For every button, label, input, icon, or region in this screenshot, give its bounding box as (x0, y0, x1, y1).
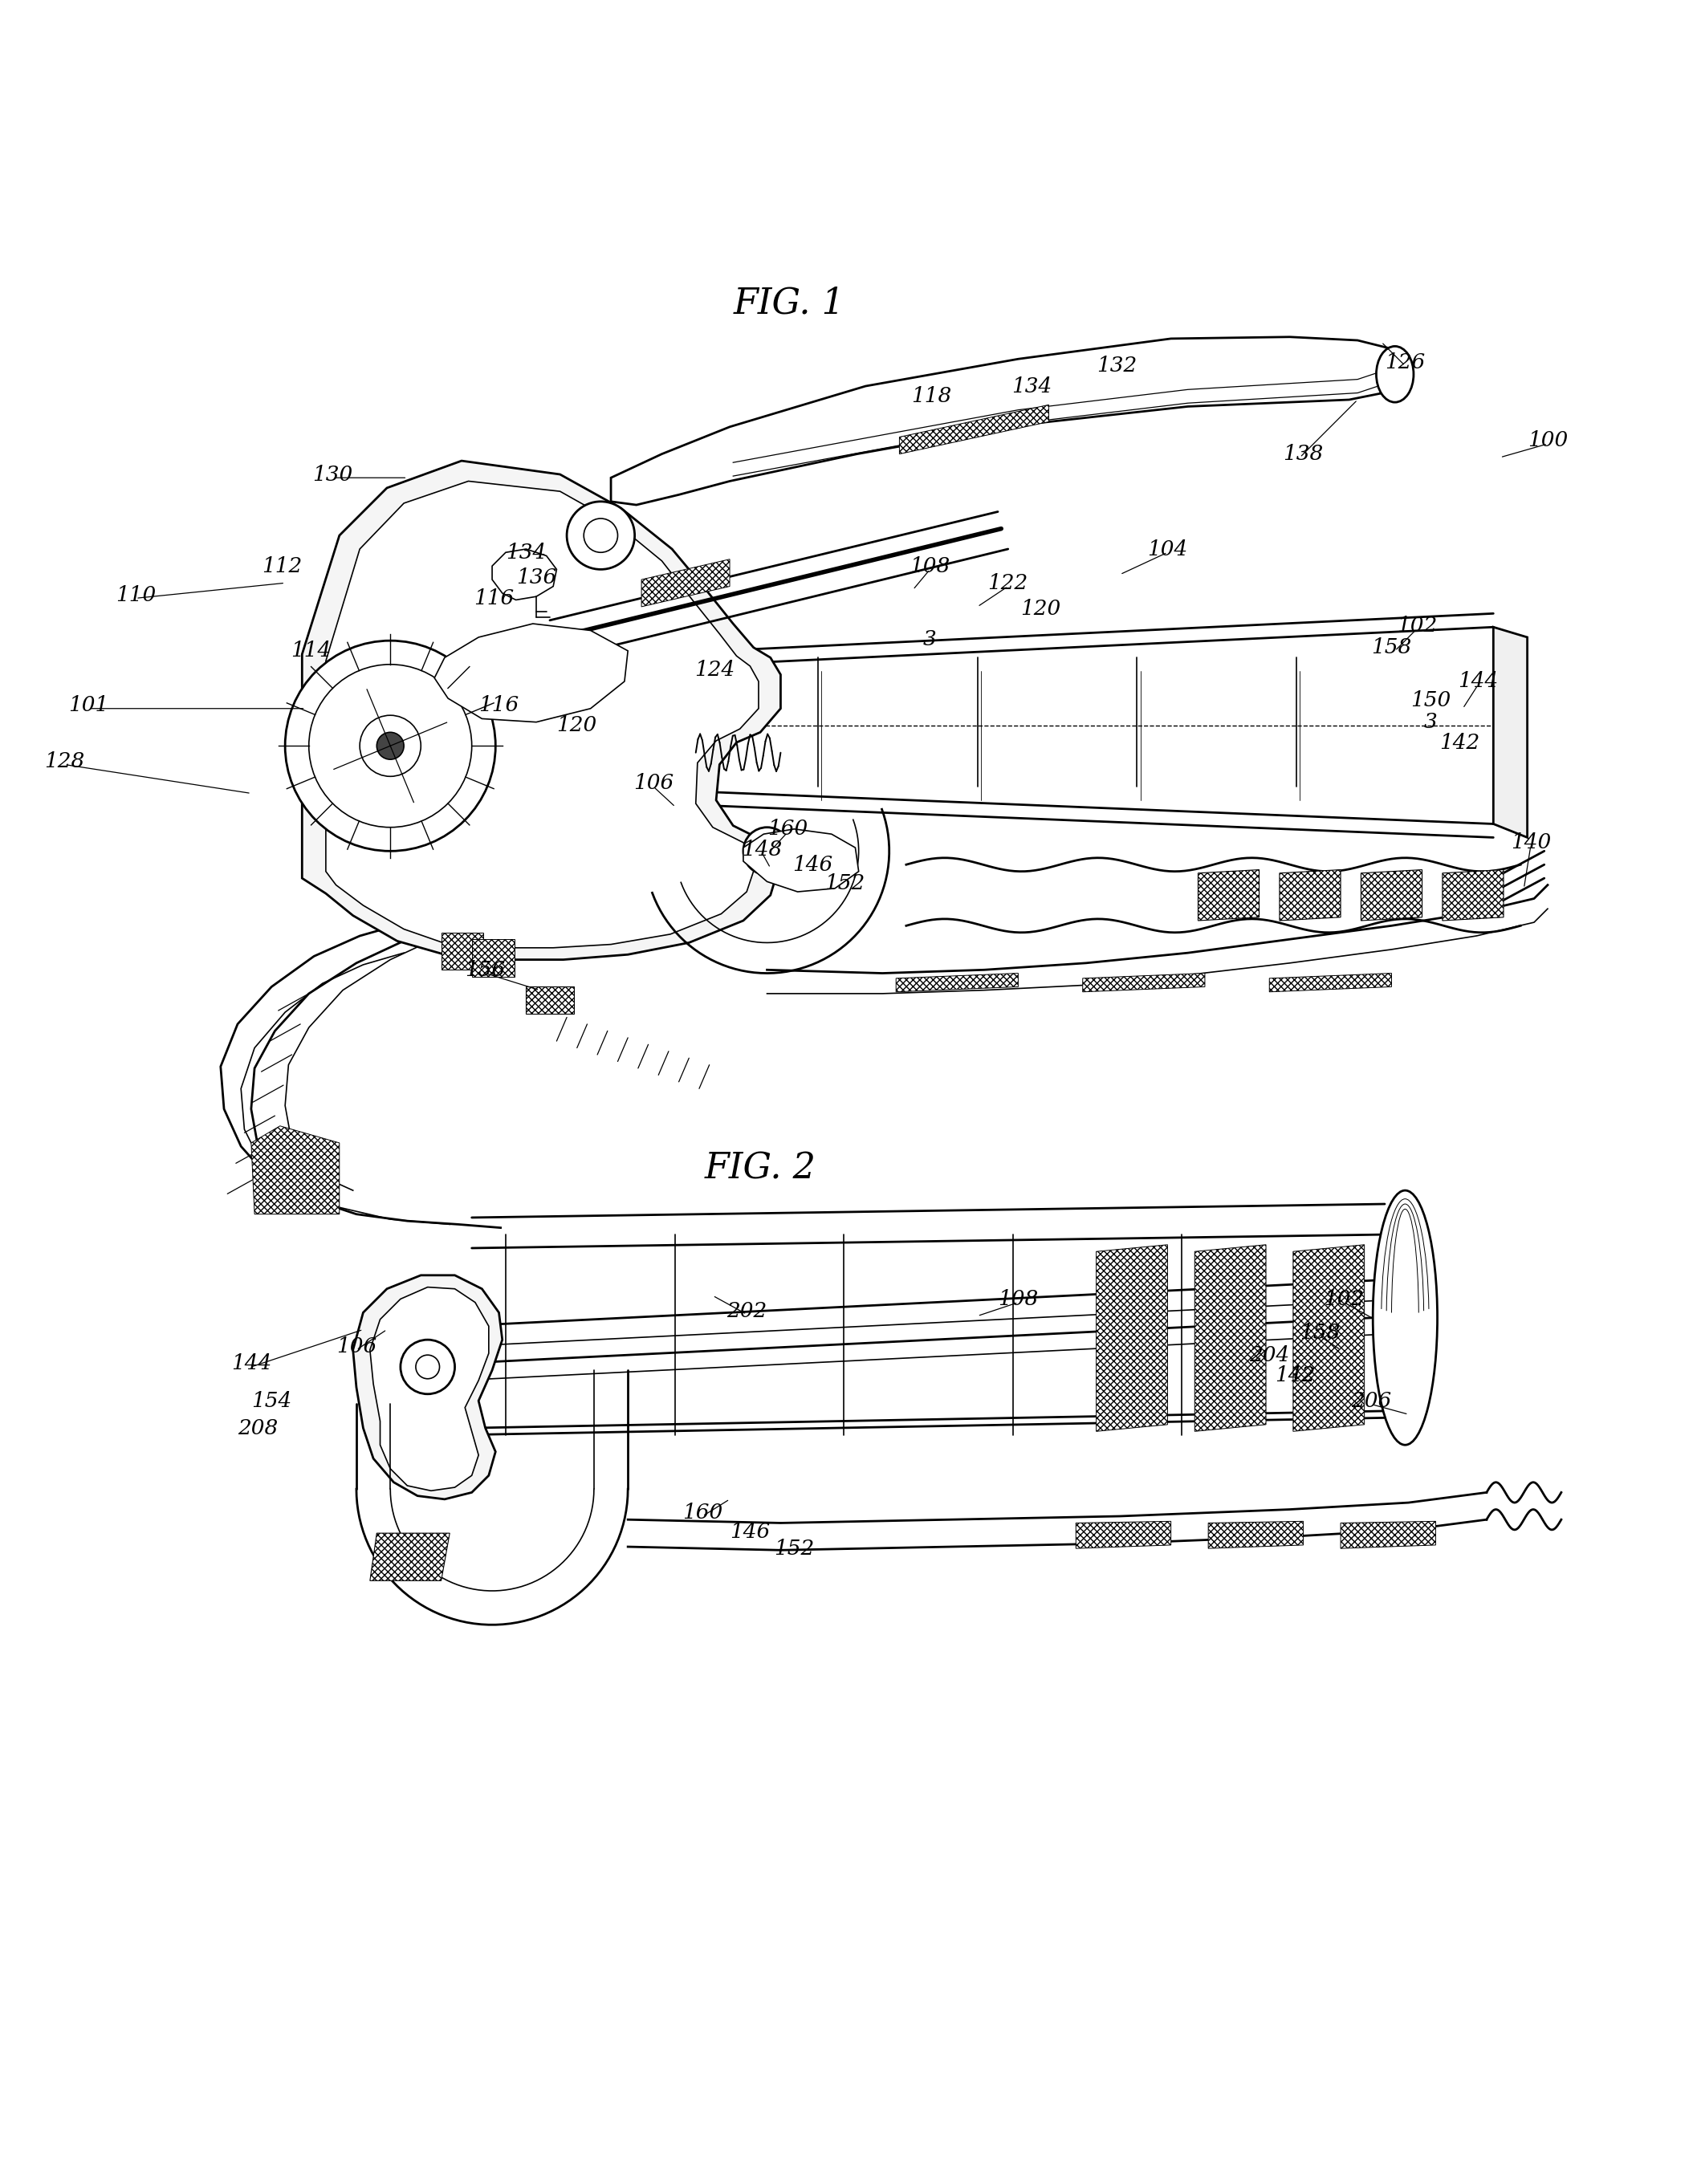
Text: 118: 118 (911, 387, 952, 406)
Text: 160: 160 (767, 819, 808, 839)
Text: 102: 102 (1397, 616, 1437, 636)
Text: 140: 140 (1510, 832, 1551, 852)
Polygon shape (1280, 869, 1341, 922)
Polygon shape (472, 939, 514, 976)
Text: 120: 120 (557, 716, 597, 736)
Polygon shape (526, 987, 574, 1013)
Text: 138: 138 (1283, 443, 1324, 463)
Circle shape (416, 1354, 440, 1378)
Text: 202: 202 (726, 1302, 767, 1321)
Text: 106: 106 (336, 1337, 377, 1356)
Text: 116: 116 (479, 695, 519, 714)
Text: 158: 158 (1300, 1324, 1341, 1343)
Polygon shape (1083, 974, 1205, 992)
Text: 142: 142 (1439, 732, 1480, 753)
Text: 146: 146 (730, 1522, 770, 1542)
Text: 130: 130 (312, 465, 353, 485)
Polygon shape (1269, 974, 1392, 992)
Text: 160: 160 (682, 1503, 723, 1522)
Polygon shape (370, 1533, 450, 1581)
Circle shape (360, 716, 421, 775)
Text: 134: 134 (506, 542, 546, 563)
Polygon shape (1198, 869, 1259, 922)
Circle shape (567, 502, 635, 570)
Text: 128: 128 (44, 751, 85, 771)
Text: 101: 101 (68, 695, 109, 714)
Polygon shape (611, 336, 1405, 505)
Polygon shape (1442, 869, 1504, 922)
Polygon shape (370, 1286, 489, 1492)
Polygon shape (1076, 1522, 1171, 1548)
Polygon shape (434, 625, 628, 723)
Text: 148: 148 (742, 839, 782, 858)
Text: 132: 132 (1096, 356, 1137, 376)
Text: 206: 206 (1351, 1391, 1392, 1411)
Polygon shape (1341, 1522, 1436, 1548)
Polygon shape (899, 404, 1049, 454)
Ellipse shape (1376, 347, 1414, 402)
Text: 156: 156 (465, 959, 506, 981)
Text: 126: 126 (1385, 352, 1425, 373)
Text: 3: 3 (1424, 712, 1437, 732)
Text: 108: 108 (910, 557, 950, 577)
Text: 106: 106 (633, 773, 674, 793)
Text: 120: 120 (1020, 598, 1061, 618)
Text: 150: 150 (1410, 690, 1451, 710)
Text: 136: 136 (516, 568, 557, 587)
Ellipse shape (1373, 1190, 1437, 1446)
Polygon shape (441, 933, 484, 970)
Text: 122: 122 (988, 572, 1028, 594)
Text: 146: 146 (792, 854, 833, 874)
Text: 158: 158 (1371, 638, 1412, 657)
Text: 124: 124 (694, 660, 735, 679)
Polygon shape (641, 559, 730, 607)
Polygon shape (1208, 1522, 1303, 1548)
Circle shape (584, 518, 618, 553)
Polygon shape (251, 1127, 339, 1214)
Text: 208: 208 (238, 1417, 278, 1437)
Text: 144: 144 (1458, 670, 1498, 692)
Polygon shape (492, 548, 557, 601)
Text: 154: 154 (251, 1391, 292, 1411)
Text: 100: 100 (1527, 430, 1568, 450)
Polygon shape (1293, 1245, 1364, 1431)
Polygon shape (1096, 1245, 1168, 1431)
Circle shape (309, 664, 472, 828)
Polygon shape (896, 974, 1018, 992)
Polygon shape (326, 480, 759, 948)
Text: FIG. 2: FIG. 2 (704, 1151, 816, 1186)
Circle shape (743, 828, 791, 876)
Polygon shape (1493, 627, 1527, 836)
Text: 116: 116 (473, 587, 514, 609)
Text: 102: 102 (1324, 1289, 1364, 1308)
Text: FIG. 1: FIG. 1 (733, 286, 845, 321)
Text: 152: 152 (774, 1538, 815, 1559)
Polygon shape (743, 830, 859, 891)
Text: 144: 144 (231, 1354, 272, 1374)
Text: 112: 112 (261, 557, 302, 577)
Polygon shape (302, 461, 781, 959)
Circle shape (285, 640, 496, 852)
Text: 142: 142 (1274, 1365, 1315, 1385)
Polygon shape (1195, 1245, 1266, 1431)
Text: 104: 104 (1147, 539, 1188, 559)
Text: 3: 3 (923, 629, 937, 649)
Text: 110: 110 (115, 585, 156, 605)
Circle shape (377, 732, 404, 760)
Polygon shape (1361, 869, 1422, 922)
Text: 114: 114 (290, 640, 331, 662)
Text: 204: 204 (1249, 1345, 1290, 1365)
Polygon shape (353, 1275, 502, 1498)
Text: 108: 108 (998, 1289, 1039, 1308)
Text: 152: 152 (825, 874, 865, 893)
Circle shape (400, 1339, 455, 1393)
Text: 134: 134 (1011, 376, 1052, 395)
